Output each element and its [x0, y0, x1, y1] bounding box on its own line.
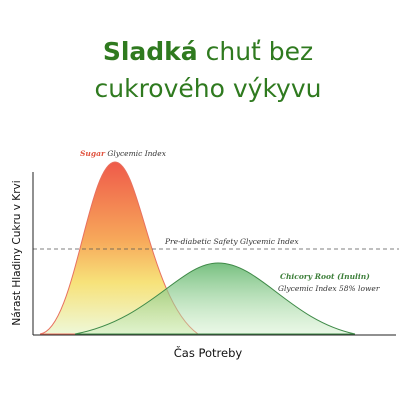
x-axis-label: Čas Potreby	[174, 345, 243, 360]
chicory-curve	[74, 262, 356, 335]
y-axis-label: Nárast Hladiny Cukru v Krvi	[11, 180, 23, 325]
title-line-1: Sladká chuť bez	[103, 37, 313, 66]
chicory-name: Chicory Root (Inulin)	[280, 272, 370, 281]
sugar-rest: Glycemic Index	[107, 149, 166, 158]
sugar-label: Sugar Glycemic Index	[80, 149, 167, 158]
title-line-2: cukrového výkyvu	[95, 74, 322, 103]
title-highlight: Sladká	[103, 37, 198, 66]
sugar-name: Sugar	[80, 149, 106, 158]
chicory-note: Glycemic Index 58% lower	[278, 284, 380, 293]
title-text: chuť bez	[206, 37, 314, 66]
threshold-label: Pre-diabetic Safety Glycemic Index	[164, 237, 299, 246]
